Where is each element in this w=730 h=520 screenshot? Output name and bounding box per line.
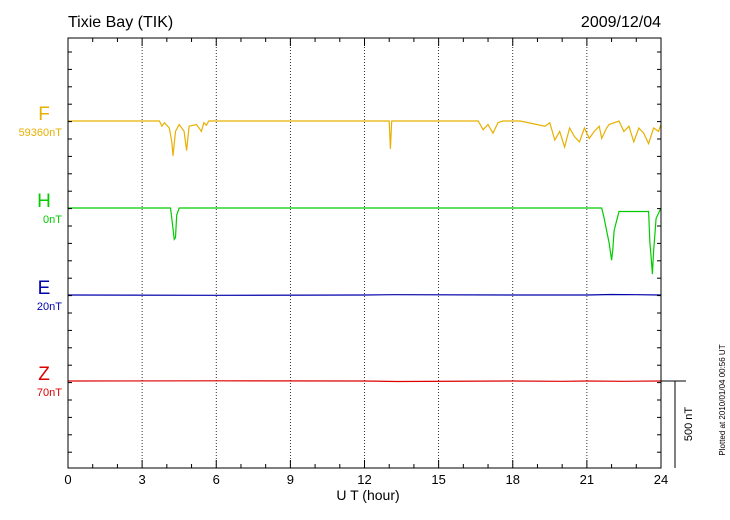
series-baseline-e: 20nT	[37, 301, 62, 313]
x-tick-label: 12	[357, 472, 371, 487]
x-tick-label: 9	[287, 472, 294, 487]
series-baseline-z: 70nT	[37, 387, 62, 399]
series-line-f	[68, 120, 662, 156]
x-tick-label: 15	[431, 472, 445, 487]
series-baseline-h: 0nT	[43, 214, 62, 226]
plot-footnote: Plotted at 2010/01/04 00:56 UT	[718, 344, 727, 455]
x-tick-labels: 0 3 6 9 12 15 18 21 24	[64, 472, 668, 487]
x-tick-label: 18	[506, 472, 520, 487]
series-name-z: Z	[38, 364, 50, 385]
axis-ticks	[67, 38, 662, 468]
plot-frame	[67, 37, 662, 469]
series-name-e: E	[38, 278, 51, 299]
x-tick-label: 21	[580, 472, 594, 487]
series-name-f: F	[38, 104, 50, 125]
series-labels: F 59360nT H 0nT E 20nT Z 70nT	[19, 104, 63, 399]
series-lines	[67, 120, 662, 383]
vertical-grid	[141, 38, 588, 468]
series-line-e	[67, 293, 662, 296]
scale-bar-label: 500 nT	[683, 407, 695, 442]
x-axis-label: U T (hour)	[336, 487, 399, 503]
x-tick-label: 24	[654, 472, 668, 487]
chart-date: 2009/12/04	[581, 14, 661, 31]
chart-title: Tixie Bay (TIK)	[68, 14, 173, 31]
x-tick-label: 3	[139, 472, 146, 487]
series-baseline-f: 59360nT	[19, 127, 63, 139]
x-tick-label: 6	[213, 472, 220, 487]
x-tick-label: 0	[64, 472, 71, 487]
scale-bar: 500 nT	[661, 380, 695, 468]
series-name-h: H	[37, 191, 51, 212]
series-line-z	[67, 380, 662, 383]
series-line-h	[68, 207, 662, 275]
